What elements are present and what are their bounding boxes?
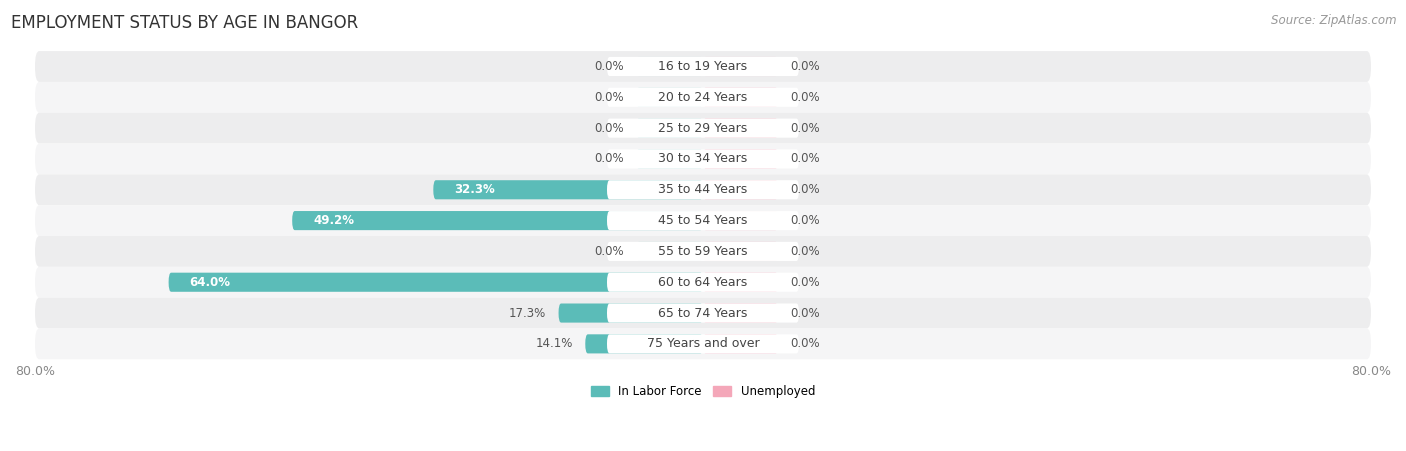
FancyBboxPatch shape xyxy=(703,304,778,322)
FancyBboxPatch shape xyxy=(636,57,703,76)
FancyBboxPatch shape xyxy=(636,119,703,138)
Text: 0.0%: 0.0% xyxy=(790,245,820,258)
Text: 0.0%: 0.0% xyxy=(790,307,820,320)
FancyBboxPatch shape xyxy=(35,51,1371,82)
Text: 0.0%: 0.0% xyxy=(790,183,820,196)
FancyBboxPatch shape xyxy=(703,180,778,199)
FancyBboxPatch shape xyxy=(35,267,1371,298)
FancyBboxPatch shape xyxy=(35,113,1371,143)
FancyBboxPatch shape xyxy=(35,143,1371,175)
FancyBboxPatch shape xyxy=(636,242,703,261)
FancyBboxPatch shape xyxy=(169,273,703,292)
FancyBboxPatch shape xyxy=(607,180,799,199)
FancyBboxPatch shape xyxy=(703,119,778,138)
Text: 25 to 29 Years: 25 to 29 Years xyxy=(658,122,748,135)
Text: 64.0%: 64.0% xyxy=(190,276,231,289)
Legend: In Labor Force, Unemployed: In Labor Force, Unemployed xyxy=(586,380,820,403)
FancyBboxPatch shape xyxy=(558,304,703,322)
Text: 17.3%: 17.3% xyxy=(509,307,546,320)
Text: 0.0%: 0.0% xyxy=(790,152,820,166)
Text: 55 to 59 Years: 55 to 59 Years xyxy=(658,245,748,258)
FancyBboxPatch shape xyxy=(292,211,703,230)
Text: 0.0%: 0.0% xyxy=(790,91,820,104)
FancyBboxPatch shape xyxy=(607,149,799,169)
Text: 65 to 74 Years: 65 to 74 Years xyxy=(658,307,748,320)
FancyBboxPatch shape xyxy=(35,175,1371,205)
FancyBboxPatch shape xyxy=(703,334,778,354)
Text: EMPLOYMENT STATUS BY AGE IN BANGOR: EMPLOYMENT STATUS BY AGE IN BANGOR xyxy=(11,14,359,32)
Text: 32.3%: 32.3% xyxy=(454,183,495,196)
FancyBboxPatch shape xyxy=(636,88,703,107)
Text: 14.1%: 14.1% xyxy=(536,337,572,350)
FancyBboxPatch shape xyxy=(703,273,778,292)
FancyBboxPatch shape xyxy=(703,242,778,261)
FancyBboxPatch shape xyxy=(607,88,799,107)
FancyBboxPatch shape xyxy=(607,334,799,354)
FancyBboxPatch shape xyxy=(607,211,799,230)
FancyBboxPatch shape xyxy=(35,236,1371,267)
Text: 30 to 34 Years: 30 to 34 Years xyxy=(658,152,748,166)
Text: 0.0%: 0.0% xyxy=(595,245,624,258)
FancyBboxPatch shape xyxy=(35,205,1371,236)
FancyBboxPatch shape xyxy=(585,334,703,354)
FancyBboxPatch shape xyxy=(703,57,778,76)
Text: 45 to 54 Years: 45 to 54 Years xyxy=(658,214,748,227)
Text: 20 to 24 Years: 20 to 24 Years xyxy=(658,91,748,104)
Text: Source: ZipAtlas.com: Source: ZipAtlas.com xyxy=(1271,14,1396,27)
Text: 0.0%: 0.0% xyxy=(790,276,820,289)
FancyBboxPatch shape xyxy=(607,273,799,292)
Text: 49.2%: 49.2% xyxy=(314,214,354,227)
Text: 0.0%: 0.0% xyxy=(790,122,820,135)
FancyBboxPatch shape xyxy=(607,57,799,76)
Text: 0.0%: 0.0% xyxy=(790,60,820,73)
Text: 16 to 19 Years: 16 to 19 Years xyxy=(658,60,748,73)
FancyBboxPatch shape xyxy=(35,82,1371,113)
Text: 0.0%: 0.0% xyxy=(790,214,820,227)
FancyBboxPatch shape xyxy=(703,88,778,107)
FancyBboxPatch shape xyxy=(607,304,799,322)
Text: 35 to 44 Years: 35 to 44 Years xyxy=(658,183,748,196)
FancyBboxPatch shape xyxy=(607,119,799,138)
FancyBboxPatch shape xyxy=(636,149,703,169)
Text: 0.0%: 0.0% xyxy=(790,337,820,350)
Text: 60 to 64 Years: 60 to 64 Years xyxy=(658,276,748,289)
Text: 75 Years and over: 75 Years and over xyxy=(647,337,759,350)
Text: 0.0%: 0.0% xyxy=(595,60,624,73)
Text: 0.0%: 0.0% xyxy=(595,152,624,166)
FancyBboxPatch shape xyxy=(607,242,799,261)
Text: 0.0%: 0.0% xyxy=(595,91,624,104)
FancyBboxPatch shape xyxy=(35,328,1371,359)
Text: 0.0%: 0.0% xyxy=(595,122,624,135)
FancyBboxPatch shape xyxy=(703,149,778,169)
FancyBboxPatch shape xyxy=(703,211,778,230)
FancyBboxPatch shape xyxy=(433,180,703,199)
FancyBboxPatch shape xyxy=(35,298,1371,328)
